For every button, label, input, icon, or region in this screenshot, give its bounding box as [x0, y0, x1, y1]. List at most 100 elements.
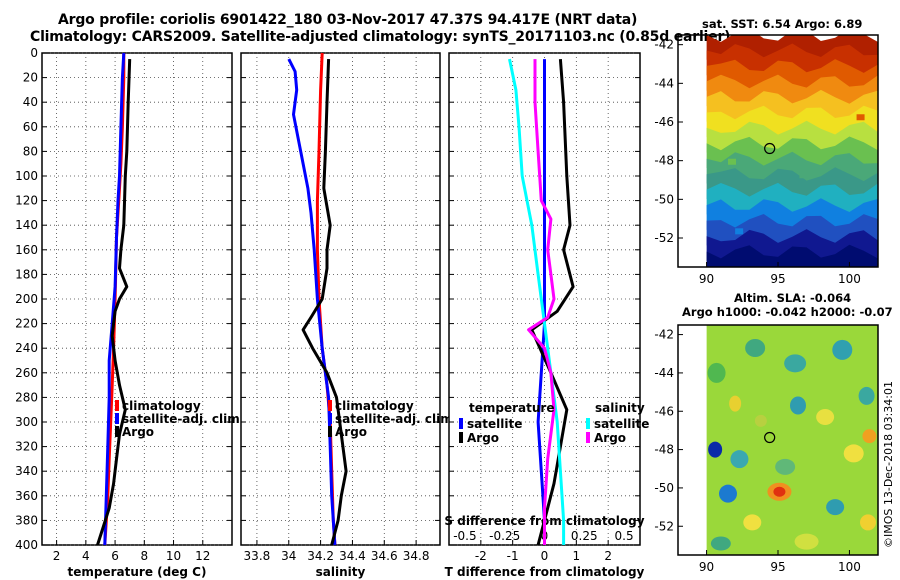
sla-eddy: [773, 486, 786, 497]
title-line-1: Argo profile: coriolis 6901422_180 03-No…: [58, 12, 638, 28]
sla-eddy: [729, 395, 742, 412]
depth-tick-label: 240: [15, 341, 38, 355]
depth-tick-label: 40: [23, 95, 38, 109]
legend-label: Argo: [122, 425, 154, 439]
diff-xtick-label: 0: [541, 549, 549, 563]
sla-title: Altim. SLA: -0.064: [734, 291, 852, 305]
depth-tick-label: 340: [15, 464, 38, 478]
legend-label: satellite-adj. clim.: [335, 412, 457, 426]
sla-map-xtick-label: 90: [699, 560, 714, 574]
sdiff-tick-label: -0.5: [453, 529, 476, 543]
depth-tick-label: 260: [15, 366, 38, 380]
sst-map-xtick-label: 90: [699, 272, 714, 286]
sla-map-ytick-label: -50: [654, 481, 674, 495]
sst-pixel: [799, 172, 808, 179]
argo-height-title: Argo h1000: -0.042 h2000: -0.07: [682, 305, 893, 319]
temp-xtick-label: 8: [140, 549, 148, 563]
temp-xtick-label: 2: [53, 549, 61, 563]
sla-eddy: [743, 514, 762, 531]
legend-label: Argo: [467, 431, 499, 445]
sla-eddy: [794, 533, 819, 550]
salt-xlabel: salinity: [316, 565, 366, 579]
sst-title: sat. SST: 6.54 Argo: 6.89: [702, 17, 863, 31]
series-line-argo: [301, 59, 348, 546]
sdiff-tick-label: 0.25: [571, 529, 598, 543]
sla-eddy: [754, 414, 767, 427]
sla-eddy: [860, 514, 876, 531]
depth-tick-label: 160: [15, 243, 38, 257]
sst-map-ytick-label: -50: [654, 192, 674, 206]
legend-label: satellite-adj. clim.: [122, 412, 244, 426]
sla-map-ytick-label: -52: [654, 519, 674, 533]
depth-tick-label: 140: [15, 218, 38, 232]
argo-location-marker: [764, 142, 776, 155]
sla-eddy: [826, 499, 845, 516]
salt-xtick-label: 34.2: [307, 549, 334, 563]
sst-map-ytick-label: -52: [654, 231, 674, 245]
sla-map-ytick-label: -44: [654, 366, 674, 380]
diff-panel: -2 -1 0 1 2-0.5 -0.25 0 0.25 0.5S difference fro…: [444, 52, 649, 579]
sst-pixel: [766, 118, 775, 125]
depth-tick-label: 180: [15, 267, 38, 281]
sla-eddy: [832, 339, 853, 360]
depth-tick-label: 300: [15, 415, 38, 429]
series-line-satellite-adj-clim-: [103, 52, 126, 546]
legend-label: climatology: [122, 399, 201, 413]
sla-map-ytick-label: -48: [654, 443, 674, 457]
sla-map-xtick-label: 100: [838, 560, 861, 574]
sst-map-ytick-label: -44: [654, 76, 674, 90]
salt-xtick-label: 33.8: [244, 549, 271, 563]
sst-map-ytick-label: -48: [654, 154, 674, 168]
sst-pixel: [835, 191, 844, 198]
legend-label: climatology: [335, 399, 414, 413]
sla-eddy: [816, 409, 835, 425]
depth-tick-label: 400: [15, 538, 38, 552]
salt-xtick-label: 34: [281, 549, 296, 563]
sla-map-xtick-label: 95: [770, 560, 785, 574]
sst-map-ytick-label: -42: [654, 38, 674, 52]
diff-xtick-label: -2: [475, 549, 487, 563]
depth-tick-label: 220: [15, 317, 38, 331]
depth-tick-label: 0: [30, 46, 38, 60]
sla-eddy: [790, 396, 806, 415]
diff-xtick-label: -1: [507, 549, 519, 563]
depth-tick-label: 320: [15, 440, 38, 454]
legend-label: satellite: [594, 417, 649, 431]
sst-pixel: [735, 228, 744, 235]
argo-location-marker: [764, 431, 776, 444]
sla-map-data: [706, 325, 878, 555]
sla-eddy: [719, 484, 737, 503]
sla-eddy: [730, 450, 749, 469]
salt-panel: 33.8 34 34.2 34.4 34.6 34.8 salinity climatolog…: [240, 52, 457, 579]
salt-xtick-label: 34.8: [403, 549, 430, 563]
sla-eddy: [858, 386, 875, 405]
series-line-s-argo: [527, 59, 556, 545]
legend-label: Argo: [335, 425, 367, 439]
depth-tick-label: 100: [15, 169, 38, 183]
temp-xtick-label: 12: [195, 549, 210, 563]
series-line-argo: [96, 59, 132, 546]
sla-eddy: [745, 339, 766, 357]
sst-map-xtick-label: 95: [770, 272, 785, 286]
sst-band: [706, 244, 878, 267]
sst-map-data: [706, 35, 878, 267]
sdiff-tick-label: -0.25: [489, 529, 520, 543]
depth-tick-label: 360: [15, 489, 38, 503]
depth-tick-label: 280: [15, 390, 38, 404]
diff-xtick-label: 1: [573, 549, 581, 563]
sla-map-panel: -42 -44 -46 -48 -50 -52 90 95 100: [654, 324, 879, 574]
legend-label: satellite: [467, 417, 522, 431]
salt-frame: [240, 52, 441, 546]
depth-tick-label: 200: [15, 292, 38, 306]
depth-tick-label: 20: [23, 71, 38, 85]
sdiff-tick-label: 0.5: [615, 529, 634, 543]
sla-map-ytick-label: -46: [654, 404, 674, 418]
depth-tick-label: 120: [15, 194, 38, 208]
sst-map-panel: -42 -44 -46 -48 -50 -52 90 95 100: [654, 34, 879, 286]
sla-map-ytick-label: -42: [654, 328, 674, 342]
sla-eddy: [843, 444, 864, 463]
depth-tick-label: 380: [15, 513, 38, 527]
temp-xtick-label: 6: [111, 549, 119, 563]
